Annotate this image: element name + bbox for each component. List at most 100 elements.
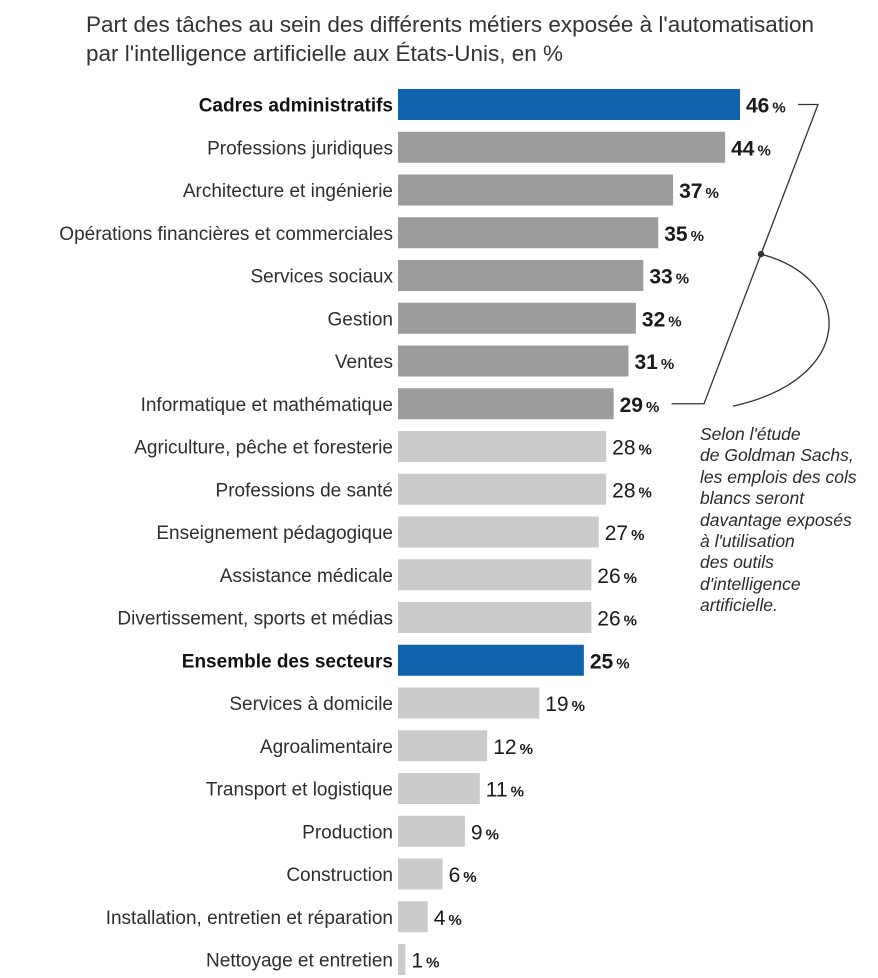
annotation-line: Selon l'étude	[700, 424, 801, 444]
bar	[398, 602, 592, 633]
value-label: 29%	[620, 394, 660, 417]
bar	[398, 644, 584, 676]
annotation-line: davantage exposés	[700, 509, 852, 530]
chart-subtitle: Part des tâches au sein des différents m…	[86, 10, 866, 68]
category-label: Agriculture, pêche et foresterie	[134, 438, 393, 459]
value-label: 1%	[411, 950, 439, 973]
value-number: 12	[493, 736, 516, 759]
category-label: Transport et logistique	[206, 780, 393, 801]
value-number: 25	[590, 650, 614, 673]
annotation-note: Selon l'étude de Goldman Sachs, les emploi…	[700, 424, 878, 617]
value-label: 32%	[642, 308, 682, 331]
value-label: 28%	[612, 479, 652, 502]
value-label: 46%	[746, 95, 786, 118]
annotation-line: de Goldman Sachs,	[700, 445, 854, 466]
category-label: Nettoyage et entretien	[206, 951, 393, 972]
value-unit: %	[639, 484, 652, 501]
value-label: 12%	[493, 736, 533, 759]
value-unit: %	[511, 784, 524, 801]
value-number: 1	[411, 950, 423, 973]
value-number: 32	[642, 308, 665, 331]
category-label: Professions de santé	[216, 480, 393, 501]
bar	[398, 345, 629, 377]
category-label: Assistance médicale	[220, 566, 393, 587]
value-unit: %	[631, 527, 644, 544]
category-label: Services sociaux	[250, 267, 393, 288]
category-label: Agroalimentaire	[260, 737, 393, 758]
value-unit: %	[646, 399, 659, 416]
value-labels-group: 46 %44 %37 %35 %33 %32 %31 %29 %28 %28 %27 %26 %26 %2…	[411, 95, 785, 973]
bar	[398, 302, 636, 334]
value-unit: %	[639, 442, 652, 459]
value-label: 6%	[449, 864, 477, 887]
category-label: Architecture et ingénierie	[183, 181, 393, 202]
value-label: 28%	[612, 437, 652, 460]
bar	[398, 901, 428, 933]
bar	[398, 473, 607, 505]
value-number: 46	[746, 95, 769, 118]
value-number: 4	[434, 907, 446, 930]
value-label: 33%	[649, 266, 689, 289]
value-unit: %	[757, 142, 770, 159]
category-label: Installation, entretien et réparation	[106, 908, 393, 929]
value-unit: %	[520, 741, 533, 758]
bar	[398, 431, 607, 462]
value-number: 37	[679, 180, 702, 203]
value-number: 28	[612, 479, 635, 502]
annotation-line: artificielle.	[700, 595, 778, 616]
annotation-line: à l'utilisation	[700, 531, 795, 552]
category-label: Ensemble des secteurs	[182, 651, 393, 672]
value-label: 25%	[590, 650, 630, 673]
value-label: 27%	[605, 522, 645, 545]
value-unit: %	[448, 912, 461, 929]
bar	[398, 388, 614, 420]
value-unit: %	[661, 356, 674, 373]
category-label: Construction	[286, 865, 393, 886]
category-label: Services à domicile	[229, 694, 393, 715]
value-number: 44	[731, 137, 755, 160]
value-number: 35	[664, 223, 688, 246]
value-unit: %	[616, 655, 629, 672]
annotation-line: des outils	[700, 552, 774, 573]
category-label: Opérations financières et commerciales	[59, 224, 393, 245]
value-label: 35%	[664, 223, 704, 246]
bar	[398, 516, 599, 548]
value-label: 11%	[486, 779, 524, 802]
bar	[398, 858, 443, 890]
bar	[398, 559, 592, 591]
value-unit: %	[691, 228, 704, 245]
value-number: 6	[449, 864, 461, 887]
category-label: Professions juridiques	[207, 138, 393, 159]
value-number: 26	[597, 608, 620, 631]
bar	[398, 687, 540, 719]
value-label: 4%	[434, 907, 462, 930]
bar	[398, 773, 480, 804]
category-label: Gestion	[328, 309, 393, 330]
value-number: 28	[612, 437, 635, 460]
chart-subtitle-line-2: par l'intelligence artificielle aux État…	[86, 41, 564, 66]
bar	[398, 260, 644, 291]
category-label: Enseignement pédagogique	[156, 523, 393, 544]
value-number: 26	[597, 565, 620, 588]
bar	[398, 89, 740, 120]
bar	[398, 174, 674, 206]
annotation-line: les emplois des cols	[700, 466, 857, 487]
value-unit: %	[676, 271, 689, 288]
value-unit: %	[624, 570, 637, 587]
annotation-line: blancs seront	[700, 488, 805, 509]
chart-subtitle-line-1: Part des tâches au sein des différents m…	[86, 12, 815, 37]
value-label: 19%	[545, 693, 585, 716]
bars-group	[398, 89, 740, 975]
annotation-line: d'intelligence	[700, 573, 801, 594]
value-label: 37%	[679, 180, 719, 203]
value-number: 11	[486, 779, 508, 802]
value-label: 26%	[597, 608, 637, 631]
bar	[398, 730, 488, 762]
bar	[398, 131, 726, 163]
value-label: 31%	[634, 351, 674, 374]
value-label: 9%	[471, 821, 499, 844]
value-unit: %	[772, 100, 785, 117]
category-label: Cadres administratifs	[199, 96, 393, 117]
